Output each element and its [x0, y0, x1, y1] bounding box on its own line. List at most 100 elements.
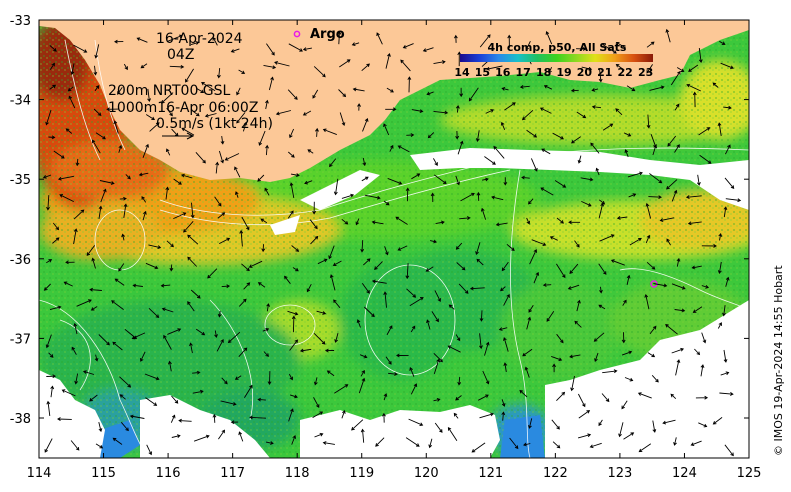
- current-arrow: [723, 349, 728, 363]
- info-block: 16-Apr-2024 04Z 200m NRT00 GSL 1000m16-A…: [108, 31, 273, 140]
- current-arrow: [598, 263, 607, 275]
- current-arrow: [123, 63, 128, 71]
- current-arrow: [717, 122, 722, 137]
- current-arrow: [433, 352, 443, 363]
- current-arrow: [234, 191, 239, 198]
- current-arrow: [46, 374, 57, 379]
- current-arrow: [576, 47, 587, 51]
- current-arrow: [287, 151, 295, 158]
- current-arrow: [258, 130, 266, 146]
- current-arrow: [480, 207, 487, 220]
- current-arrow: [646, 261, 656, 270]
- current-arrow: [426, 319, 431, 330]
- current-arrow: [652, 144, 658, 156]
- lat-tick-label: -36: [10, 253, 31, 268]
- current-arrow: [426, 91, 434, 96]
- current-arrow: [185, 68, 194, 83]
- current-arrow: [147, 88, 152, 102]
- current-arrow: [382, 412, 386, 423]
- current-arrow: [141, 196, 147, 203]
- current-arrow: [458, 283, 469, 294]
- current-arrow: [220, 136, 225, 145]
- current-arrow: [433, 174, 447, 184]
- current-arrow: [360, 370, 365, 377]
- current-arrow: [455, 334, 461, 342]
- current-arrow: [624, 377, 634, 382]
- info-contour-line: 200m NRT00 GSL: [108, 83, 231, 99]
- current-arrow: [145, 262, 159, 270]
- current-arrow: [698, 422, 708, 428]
- current-arrow: [234, 375, 242, 380]
- current-arrow: [491, 195, 504, 201]
- current-arrow: [699, 154, 712, 164]
- current-arrow: [687, 221, 702, 226]
- current-arrow: [165, 148, 171, 156]
- current-arrow: [665, 324, 678, 335]
- current-arrow: [598, 304, 606, 310]
- current-arrow: [506, 243, 515, 251]
- current-arrow: [312, 411, 324, 418]
- current-arrow: [236, 87, 241, 96]
- current-arrow: [712, 82, 719, 88]
- current-arrow: [266, 303, 271, 312]
- current-arrow: [310, 235, 319, 245]
- current-arrow: [523, 442, 531, 447]
- current-arrow: [435, 220, 445, 225]
- current-arrow: [475, 242, 481, 256]
- current-arrow: [142, 143, 149, 158]
- current-arrow: [289, 128, 295, 139]
- current-arrow: [361, 282, 370, 294]
- current-arrow: [265, 99, 269, 110]
- current-arrow: [263, 351, 269, 357]
- current-arrow: [238, 298, 247, 307]
- current-arrow: [528, 304, 534, 313]
- current-arrow: [57, 417, 72, 421]
- current-arrow: [717, 322, 722, 329]
- current-arrow: [666, 238, 671, 246]
- info-time: 04Z: [167, 47, 194, 63]
- current-arrow: [48, 135, 56, 140]
- current-arrow: [167, 328, 182, 335]
- lat-tick-label: -37: [10, 332, 31, 347]
- current-vectors: [42, 28, 742, 457]
- current-arrow: [95, 132, 106, 140]
- current-arrow: [405, 263, 410, 280]
- current-arrow: [725, 276, 730, 287]
- current-arrow: [528, 418, 533, 429]
- colorbar-tick-label: 22: [618, 66, 633, 79]
- current-arrow: [649, 85, 665, 91]
- current-arrow: [76, 299, 92, 307]
- current-arrow: [169, 65, 185, 69]
- current-arrow: [309, 219, 318, 230]
- current-arrow: [73, 322, 78, 335]
- current-arrow: [267, 371, 272, 385]
- current-arrow: [364, 194, 381, 200]
- current-arrow: [623, 132, 632, 137]
- current-arrow: [291, 245, 300, 252]
- current-arrow: [455, 395, 462, 401]
- current-arrow: [521, 109, 534, 121]
- current-arrow: [482, 177, 489, 182]
- current-arrow: [621, 400, 628, 410]
- current-arrow: [362, 157, 367, 167]
- current-arrow: [577, 433, 592, 439]
- current-arrow: [718, 233, 723, 241]
- current-arrow: [696, 174, 701, 186]
- current-arrow: [724, 444, 734, 457]
- argo-legend-label: Argo: [310, 27, 345, 42]
- current-arrow: [454, 34, 458, 43]
- scale-arrow: [162, 132, 195, 140]
- current-arrow: [397, 145, 410, 153]
- current-arrow: [591, 87, 599, 92]
- current-arrow: [94, 354, 99, 362]
- current-arrow: [114, 39, 124, 44]
- current-arrow: [338, 89, 347, 98]
- current-arrow: [623, 432, 635, 440]
- current-arrow: [328, 245, 335, 260]
- current-arrow: [329, 274, 336, 291]
- current-arrow: [447, 426, 458, 441]
- current-arrow: [556, 391, 566, 402]
- colorbar: 4h comp, p50, All Sats 14 15 16 17 18 19 20 21 2…: [454, 41, 653, 79]
- current-arrow: [691, 265, 702, 270]
- current-arrow: [422, 47, 434, 53]
